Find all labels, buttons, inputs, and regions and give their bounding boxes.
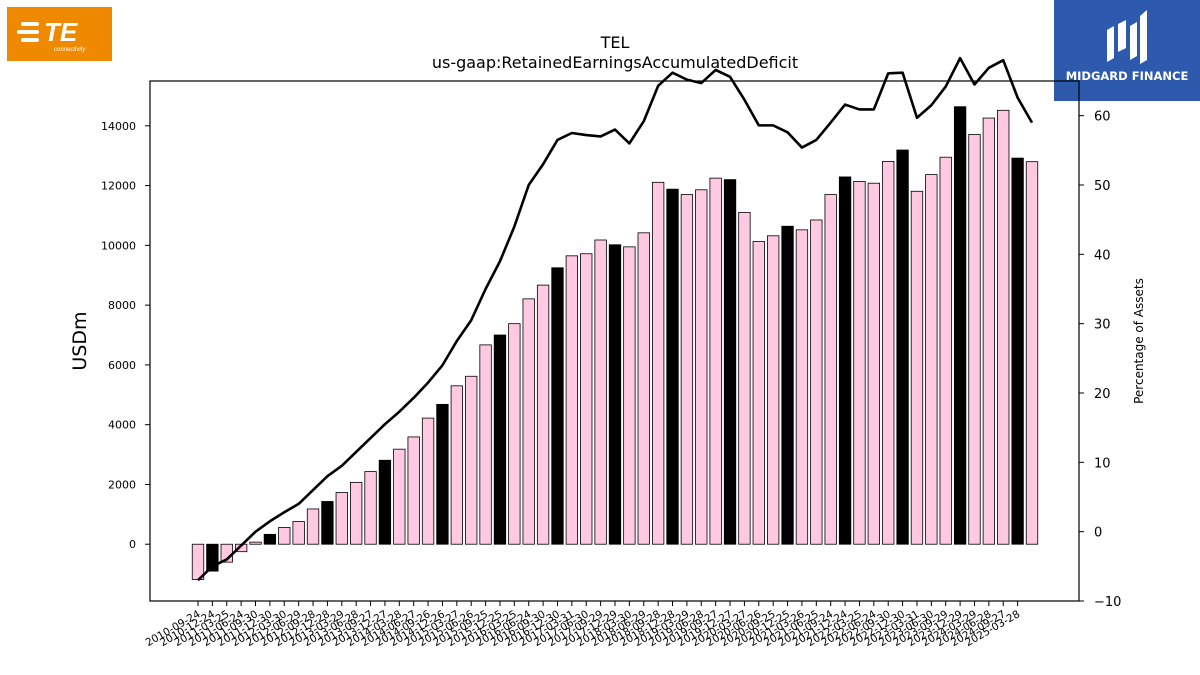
bar: [580, 253, 593, 545]
y-tick-label: 6000: [108, 359, 136, 372]
y2-axis-label: Percentage of Assets: [1132, 278, 1146, 404]
bar: [1025, 161, 1039, 545]
bar: [335, 492, 348, 545]
bar: [723, 179, 737, 545]
midgard-logo-text: MIDGARD FINANCE: [1066, 69, 1189, 83]
te-logo-text: TE: [44, 17, 78, 47]
y2-tick-label: 20: [1094, 387, 1111, 402]
y-axis-label: USDm: [69, 311, 91, 370]
line-series: [197, 56, 1034, 582]
bar: [752, 241, 765, 545]
bar: [939, 156, 952, 545]
midgard-finance-logo: MIDGARD FINANCE: [1054, 0, 1200, 101]
bar: [249, 541, 262, 545]
bar: [608, 244, 622, 545]
te-connectivity-logo: TE connectivity: [7, 7, 112, 61]
bar: [364, 471, 377, 545]
bar: [508, 323, 521, 545]
y-tick-label: 4000: [108, 419, 136, 432]
bar: [623, 246, 636, 545]
y2-tick-label: 40: [1094, 248, 1111, 263]
bar: [450, 385, 463, 545]
percentage-line: [197, 56, 1034, 582]
y-tick-label: 8000: [108, 299, 136, 312]
bar: [1011, 157, 1024, 545]
x-axis: 2010-09-242010-12-242011-03-252011-06-24…: [144, 601, 1022, 649]
bar: [982, 117, 996, 545]
bar: [968, 134, 981, 545]
bar-series: [191, 106, 1039, 580]
bar: [378, 459, 392, 545]
bar: [278, 527, 291, 545]
bar: [695, 189, 708, 545]
y-tick-label: 14000: [101, 120, 136, 133]
y-tick-label: 12000: [101, 180, 136, 193]
y2-tick-label: 10: [1094, 456, 1111, 471]
bar: [536, 284, 550, 545]
te-logo-graphic: TE connectivity: [17, 17, 86, 53]
bar: [191, 543, 205, 580]
bar: [479, 344, 492, 545]
bar: [421, 417, 435, 545]
bar: [263, 533, 277, 545]
bar: [666, 188, 679, 545]
bar: [651, 181, 665, 545]
bar: [838, 176, 852, 545]
y-axis-right: −10 0 10 20 30 40 50 60: [1079, 110, 1121, 610]
y-tick-label: 2000: [108, 478, 136, 491]
bar: [594, 239, 607, 545]
y2-tick-label: 30: [1094, 318, 1111, 333]
bar: [997, 109, 1010, 545]
chart-title: TEL: [600, 33, 630, 52]
bar: [867, 182, 880, 545]
y2-tick-label: −10: [1094, 595, 1121, 610]
bar: [465, 375, 478, 545]
bar: [551, 267, 564, 545]
bar: [637, 232, 650, 545]
bar: [522, 298, 535, 545]
bar: [306, 508, 320, 545]
bar: [738, 212, 751, 545]
bar: [910, 190, 924, 545]
y-tick-label: 0: [129, 538, 136, 551]
bar: [853, 181, 866, 545]
bar: [407, 436, 420, 545]
bar: [953, 106, 967, 545]
chart-subtitle: us-gaap:RetainedEarningsAccumulatedDefic…: [431, 53, 799, 72]
bar: [709, 177, 722, 545]
bar: [393, 448, 406, 545]
bar: [781, 225, 794, 545]
bar: [896, 149, 909, 545]
y-tick-label: 10000: [101, 239, 136, 252]
bar: [680, 194, 694, 545]
bar: [321, 501, 334, 545]
bar: [810, 219, 823, 545]
bar: [436, 403, 449, 545]
te-logo-subtext: connectivity: [54, 47, 86, 53]
bar: [206, 543, 219, 572]
y2-tick-label: 50: [1094, 179, 1111, 194]
bar: [882, 160, 895, 545]
y2-tick-label: 0: [1094, 526, 1102, 541]
bar: [824, 194, 837, 545]
midgard-logo-graphic: MIDGARD FINANCE: [1066, 10, 1189, 83]
bar: [350, 481, 363, 545]
bar: [795, 229, 809, 545]
y-axis-left: 0 2000 4000 6000 8000 10000 12000 14000: [101, 120, 150, 551]
bar: [925, 174, 938, 545]
bar: [565, 255, 579, 545]
y2-tick-label: 60: [1094, 110, 1111, 125]
bar: [493, 334, 507, 545]
bar: [767, 235, 780, 545]
bar: [292, 521, 305, 545]
